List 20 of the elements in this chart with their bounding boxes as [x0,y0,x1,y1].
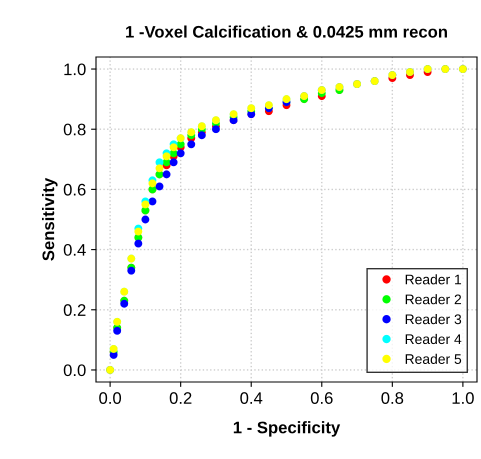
x-tick-label: 1.0 [452,392,474,404]
y-tick-label: 0.8 [64,124,86,136]
legend-label: Reader 3 [406,314,462,324]
x-tick-label: 0.0 [99,392,122,404]
x-tick-label: 0.2 [170,392,192,404]
legend-label: Reader 4 [406,334,462,344]
x-tick-label: 0.6 [310,392,333,404]
y-axis-title: Sensitivity [42,178,58,261]
chart-title: 1 -Voxel Calcification & 0.0425 mm recon [126,25,447,38]
legend-label: Reader 5 [406,354,462,364]
x-axis-title: 1 - Specificity [234,421,340,437]
legend-label: Reader 2 [406,294,462,304]
y-tick-label: 0.6 [64,184,86,196]
y-tick-label: 0.4 [64,244,86,256]
y-tick-label: 0.0 [64,364,86,376]
y-tick-label: 0.2 [64,304,86,316]
legend-label: Reader 1 [406,274,462,284]
x-tick-label: 0.4 [240,392,262,404]
x-tick-label: 0.8 [381,392,404,404]
y-tick-label: 1.0 [64,63,86,76]
